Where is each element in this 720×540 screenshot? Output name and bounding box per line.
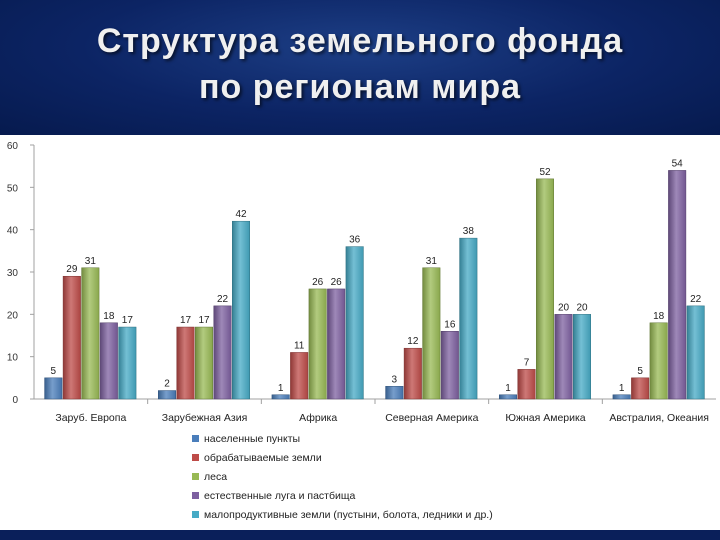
bar-value-label: 20 (558, 302, 570, 313)
bar-value-label: 2 (164, 379, 170, 390)
bar-value-label: 18 (103, 311, 115, 322)
bar-value-label: 16 (444, 319, 456, 330)
legend-label: естественные луга и пастбища (204, 490, 355, 502)
x-tick-label: Заруб. Европа (55, 412, 126, 424)
bar (62, 275, 81, 400)
bar-value-label: 3 (392, 374, 398, 385)
legend-swatch (192, 454, 199, 461)
legend-swatch (192, 473, 199, 480)
bar-value-label: 22 (690, 294, 702, 305)
legend-label: леса (204, 471, 227, 483)
legend-label: обрабатываемые земли (204, 452, 322, 464)
bar-value-label: 20 (576, 302, 588, 313)
title-header: Структура земельного фонда по регионам м… (0, 0, 720, 135)
bar (308, 288, 327, 400)
bar-value-label: 17 (180, 315, 192, 326)
x-tick-label: Зарубежная Азия (162, 412, 248, 424)
legend-swatch (192, 435, 199, 442)
y-tick-label: 60 (7, 141, 19, 152)
bar (536, 178, 554, 400)
bar-value-label: 26 (331, 277, 343, 288)
bar (99, 322, 118, 400)
y-tick-label: 40 (7, 226, 19, 237)
bar-value-label: 38 (463, 226, 475, 237)
bar-value-label: 29 (66, 264, 78, 275)
legend-label: населенные пункты (204, 433, 300, 445)
bar-value-label: 36 (349, 235, 361, 246)
bar-value-label: 1 (619, 383, 625, 394)
bar-value-label: 22 (217, 294, 229, 305)
bar (158, 390, 176, 400)
bar (385, 386, 404, 400)
bar (290, 352, 309, 400)
bar (499, 394, 517, 400)
y-tick-label: 0 (12, 395, 18, 406)
bar (517, 369, 536, 400)
bar (422, 267, 441, 400)
bar (81, 267, 100, 400)
bar-value-label: 52 (539, 167, 551, 178)
bar (554, 314, 573, 400)
slide-title-line-2: по регионам мира (198, 68, 522, 106)
bar-value-label: 26 (312, 277, 324, 288)
x-tick-label: Австралия, Океания (609, 412, 709, 424)
bar (612, 394, 631, 400)
bar (118, 326, 137, 400)
bar-value-label: 17 (198, 315, 210, 326)
bar (44, 377, 63, 400)
legend-swatch (192, 511, 199, 518)
bar (403, 347, 422, 400)
x-tick-label: Африка (299, 412, 337, 424)
bar (459, 237, 478, 400)
bar-value-label: 5 (637, 366, 643, 377)
bar (345, 246, 364, 400)
y-tick-label: 30 (7, 268, 19, 279)
bar (213, 305, 232, 400)
bar-value-label: 31 (426, 256, 438, 267)
bar (195, 326, 213, 400)
bar-value-label: 1 (278, 383, 284, 394)
bar-value-label: 54 (672, 158, 684, 169)
bar (232, 220, 250, 400)
slide-title: Структура земельного фонда по регионам м… (0, 18, 720, 110)
y-tick-label: 20 (7, 310, 19, 321)
bar-value-label: 5 (51, 366, 57, 377)
bar (686, 305, 705, 400)
bar (327, 288, 346, 400)
legend-label: малопродуктивные земли (пустыни, болота,… (204, 509, 493, 521)
bar (649, 322, 668, 400)
bar (271, 394, 290, 400)
bar (176, 326, 195, 400)
chart-area: 0 10 20 30 40 50 60 5 29 31 18 17 Заруб. Европа 2 17 17… (0, 135, 720, 540)
bar (440, 331, 459, 400)
legend-swatch (192, 492, 199, 499)
bar-value-label: 11 (294, 340, 305, 351)
bar-value-label: 31 (85, 256, 97, 267)
bar-value-label: 17 (122, 315, 134, 326)
bar-value-label: 12 (407, 336, 419, 347)
bar-value-label: 42 (235, 209, 247, 220)
x-tick-label: Южная Америка (505, 412, 585, 424)
bar (573, 314, 591, 400)
y-tick-label: 10 (7, 353, 19, 364)
bar (668, 170, 687, 400)
bar-value-label: 1 (505, 383, 511, 394)
bar-value-label: 7 (524, 357, 530, 368)
y-tick-label: 50 (7, 183, 19, 194)
bar-value-label: 18 (653, 311, 665, 322)
slide-title-line-1: Структура земельного фонда (96, 22, 624, 60)
x-tick-label: Северная Америка (385, 412, 478, 424)
bar (631, 377, 650, 400)
bottom-band (0, 530, 720, 540)
